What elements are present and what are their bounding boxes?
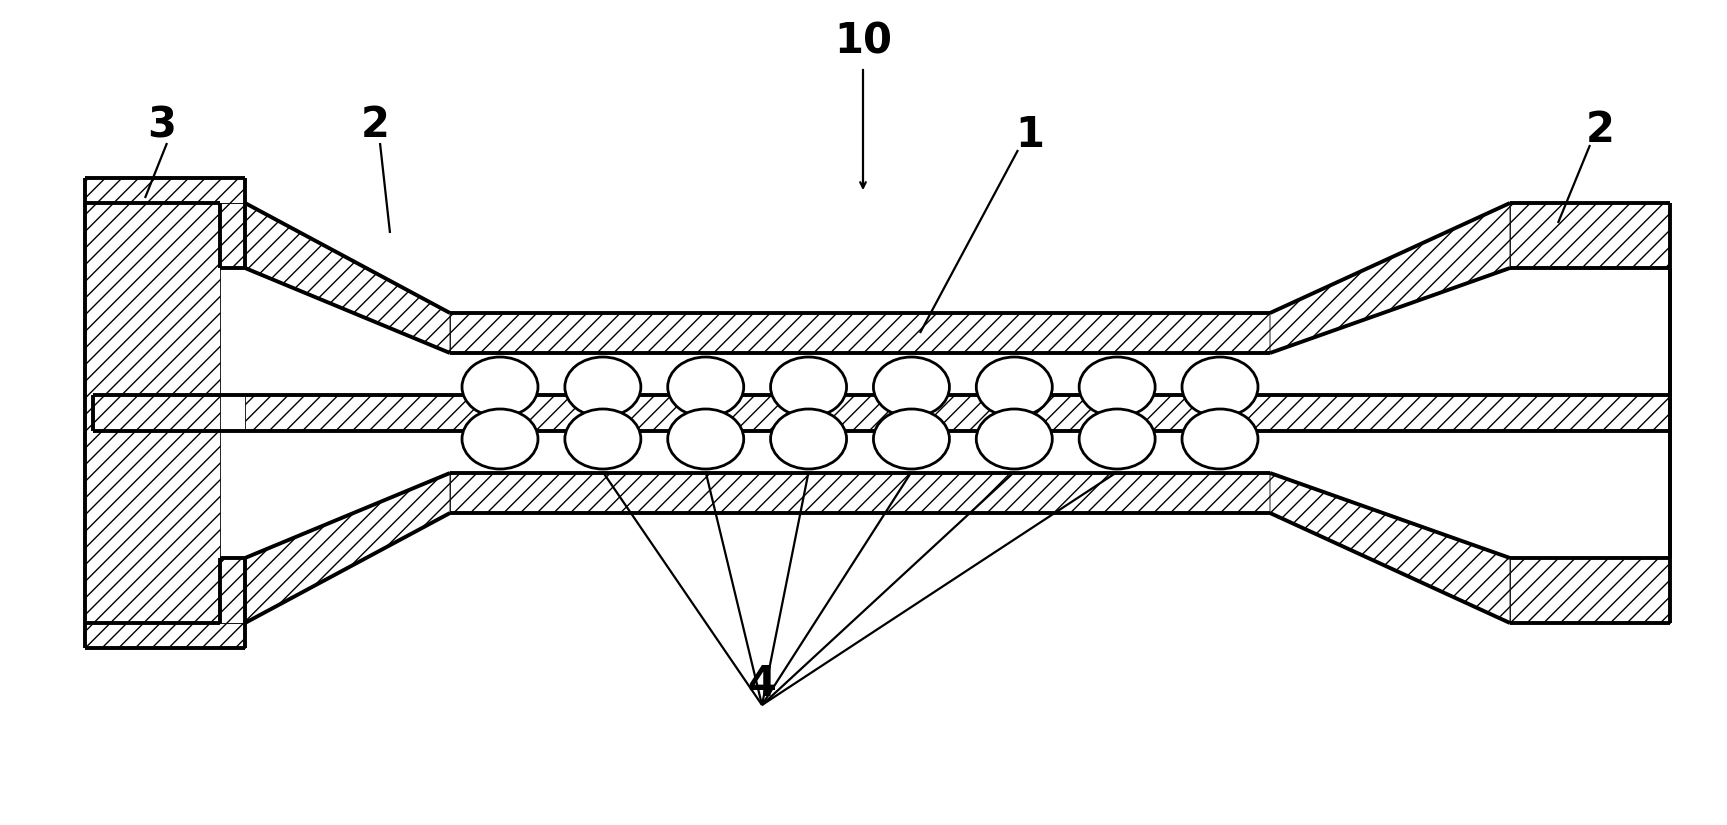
Ellipse shape <box>770 409 846 469</box>
Polygon shape <box>1269 473 1509 623</box>
Polygon shape <box>1509 558 1670 623</box>
Ellipse shape <box>668 409 744 469</box>
Ellipse shape <box>463 357 539 417</box>
Text: 2: 2 <box>1585 109 1615 151</box>
Ellipse shape <box>463 409 539 469</box>
Text: 2: 2 <box>361 104 389 146</box>
Polygon shape <box>451 473 1269 513</box>
Ellipse shape <box>976 409 1052 469</box>
Ellipse shape <box>1181 357 1257 417</box>
Ellipse shape <box>874 357 950 417</box>
Ellipse shape <box>668 357 744 417</box>
Ellipse shape <box>565 409 641 469</box>
Polygon shape <box>85 623 245 648</box>
Ellipse shape <box>1079 409 1155 469</box>
Polygon shape <box>219 558 245 623</box>
Ellipse shape <box>874 409 950 469</box>
Polygon shape <box>85 178 245 203</box>
Polygon shape <box>1269 203 1509 353</box>
Ellipse shape <box>1079 357 1155 417</box>
Text: 4: 4 <box>748 663 777 705</box>
Ellipse shape <box>770 357 846 417</box>
Polygon shape <box>245 203 451 353</box>
Polygon shape <box>85 203 219 623</box>
Ellipse shape <box>976 357 1052 417</box>
Polygon shape <box>245 395 1670 431</box>
Ellipse shape <box>565 357 641 417</box>
Polygon shape <box>451 313 1269 353</box>
Ellipse shape <box>1181 409 1257 469</box>
Polygon shape <box>219 203 245 268</box>
Text: 10: 10 <box>834 20 893 62</box>
Text: 1: 1 <box>1015 114 1045 156</box>
Polygon shape <box>1509 203 1670 268</box>
Polygon shape <box>245 473 451 623</box>
Text: 3: 3 <box>147 104 176 146</box>
